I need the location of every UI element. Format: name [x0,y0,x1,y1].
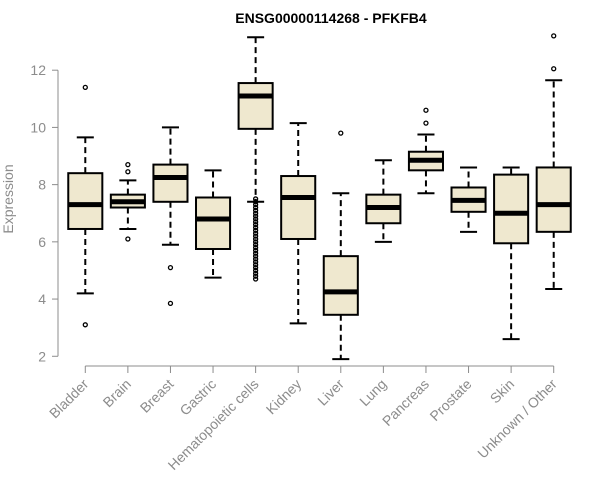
box-body [535,166,572,233]
outlier-point [423,120,429,126]
outlier-point [252,244,259,251]
outlier-point [167,300,174,307]
box-kidney [280,122,317,325]
outlier-point [252,222,259,228]
box-liver [322,130,359,361]
box-hematopoietic-cells [237,36,274,282]
x-tick-label: Unknown / Other [474,376,560,462]
y-tick-label: 10 [30,119,46,135]
x-tick-label: Liver [314,376,347,409]
outlier-point [252,264,259,271]
y-tick-label: 12 [30,62,46,78]
box-body [280,175,317,240]
outlier-point [252,233,259,239]
box-pancreas [407,107,444,195]
x-tick-label: Gastric [176,376,219,419]
outlier-point [252,230,259,236]
x-tick-label: Brain [100,376,134,410]
y-tick-label: 6 [38,234,46,250]
box-body [493,173,530,245]
outlier-point [252,267,259,274]
outlier-point [82,322,88,328]
outlier-point [252,227,259,234]
outlier-point [125,161,131,168]
box-skin [493,166,530,341]
outlier-point [252,236,259,242]
x-tick-label: Pancreas [379,376,432,429]
outlier-point [252,259,259,265]
chart-title: ENSG00000114268 - PFKFB4 [235,10,427,26]
box-body [152,163,189,203]
box-breast [152,126,189,307]
outlier-point [252,199,259,205]
outlier-point [252,247,259,254]
outlier-point [252,202,259,208]
outlier-point [252,213,259,219]
y-tick-label: 4 [38,291,46,307]
box-prostate [450,166,487,233]
outlier-point [252,196,259,202]
y-tick-label: 8 [38,177,46,193]
outlier-point [125,236,131,242]
outlier-point [252,219,259,225]
y-axis-label: Expression [0,164,16,233]
outlier-point [252,262,259,268]
x-tick-label: Skin [487,376,518,407]
box-body [195,196,232,250]
outlier-point [82,84,88,91]
outlier-point [252,207,259,214]
box-brain [109,161,146,242]
box-body [237,82,274,130]
outlier-point [252,210,259,216]
outlier-point [252,250,259,256]
outlier-point [252,239,259,245]
box-body [322,255,359,316]
x-tick-label: Breast [137,376,177,416]
outlier-point [252,253,259,259]
outlier-point [252,256,259,262]
x-tick-label: Prostate [426,376,474,424]
outlier-point [167,264,174,271]
outlier-point [338,130,344,136]
outlier-point [252,273,259,279]
outlier-point [252,224,259,231]
outlier-point [551,33,557,39]
box-body [67,172,104,230]
outlier-point [252,270,259,276]
box-gastric [195,169,232,279]
x-tick-label: Lung [356,376,389,409]
y-tick-label: 2 [38,348,46,364]
outlier-point [252,276,259,282]
y-axis: 2 4 6 8 10 12 [30,62,59,364]
outlier-point [551,66,557,72]
box-bladder [67,84,104,328]
outlier-point [125,169,131,175]
box-unknown-other [535,33,572,291]
plot-area [67,33,572,361]
outlier-point [252,216,259,222]
x-tick-label: Kidney [263,376,305,418]
outlier-point [252,242,259,248]
outlier-point [423,107,429,113]
outlier-point [252,204,259,211]
x-tick-label: Bladder [46,376,92,422]
box-lung [365,159,402,243]
